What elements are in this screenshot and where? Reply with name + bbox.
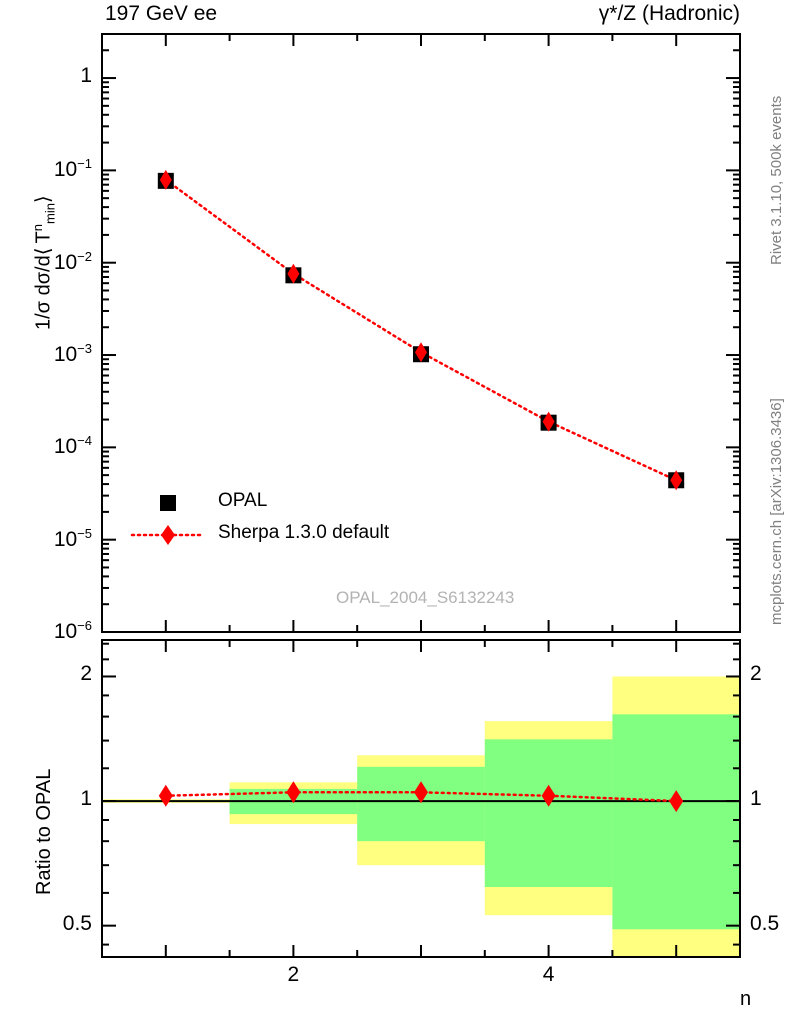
ratio-uncertainty-bands — [102, 676, 740, 957]
band-inner — [357, 766, 485, 842]
ratio-ytick-left-0: 2 — [80, 662, 92, 686]
main-ytick-label-3: 10−3 — [53, 341, 92, 367]
ratio-ytick-left-2: 0.5 — [62, 911, 92, 935]
ratio-ylabel: Ratio to OPAL — [33, 768, 55, 895]
legend-label-2: Sherpa 1.3.0 default — [218, 522, 390, 543]
header-right: γ*/Z (Hadronic) — [598, 2, 740, 25]
mc-line-main — [164, 178, 678, 482]
xaxis-label: n — [740, 988, 752, 1010]
band-inner — [484, 739, 613, 887]
sidebar-generator-info: Rivet 3.1.10, 500k events — [768, 95, 785, 265]
main-ylabel-sub: min — [42, 203, 58, 225]
main-ytick-label-5: 10−5 — [53, 525, 92, 551]
ratio-ytick-right-0: 2 — [750, 662, 762, 686]
analysis-watermark: OPAL_2004_S6132243 — [336, 588, 515, 607]
ratio-marker-diamond — [669, 790, 684, 813]
ratio-ytick-right-2: 0.5 — [750, 911, 780, 935]
axis-ticks — [101, 34, 741, 957]
legend-diamond-icon — [130, 525, 206, 545]
main-ytick-label-1: 10−1 — [53, 156, 92, 182]
main-ylabel-close: ⟩ — [32, 195, 55, 204]
main-ytick-label-2: 10−2 — [53, 248, 92, 274]
main-ylabel-text: 1/σ dσ/d⟨ T — [32, 231, 55, 330]
main-ytick-label-6: 10−6 — [53, 618, 92, 643]
data-curves — [157, 169, 685, 813]
ratio-ytick-left-1: 1 — [80, 787, 92, 811]
ratio-marker-diamond — [414, 781, 428, 804]
sidebar-source-info: mcplots.cern.ch [arXiv:1306.3436] — [768, 398, 785, 625]
main-ytick-label-0: 1 — [80, 64, 92, 88]
mc-marker-diamond — [159, 169, 172, 190]
legend-label-1: OPAL — [218, 490, 268, 511]
mc-marker-diamond — [415, 342, 427, 363]
mc-marker-diamond — [287, 263, 300, 284]
ratio-marker-diamond — [541, 784, 556, 807]
main-ytick-label-4: 10−4 — [53, 433, 92, 459]
ratio-marker-diamond — [286, 781, 301, 804]
main-ylabel-sup: n — [30, 224, 45, 232]
band-inner — [612, 714, 740, 930]
mc-marker-diamond — [542, 411, 555, 432]
ratio-ytick-right-1: 1 — [750, 787, 762, 811]
xtick-label-1: 4 — [542, 963, 555, 986]
header-left: 197 GeV ee — [105, 2, 218, 25]
xtick-label-0: 2 — [287, 963, 300, 986]
legend-square-icon — [160, 495, 176, 511]
mc-marker-diamond — [670, 470, 683, 491]
ratio-marker-diamond — [158, 784, 173, 807]
